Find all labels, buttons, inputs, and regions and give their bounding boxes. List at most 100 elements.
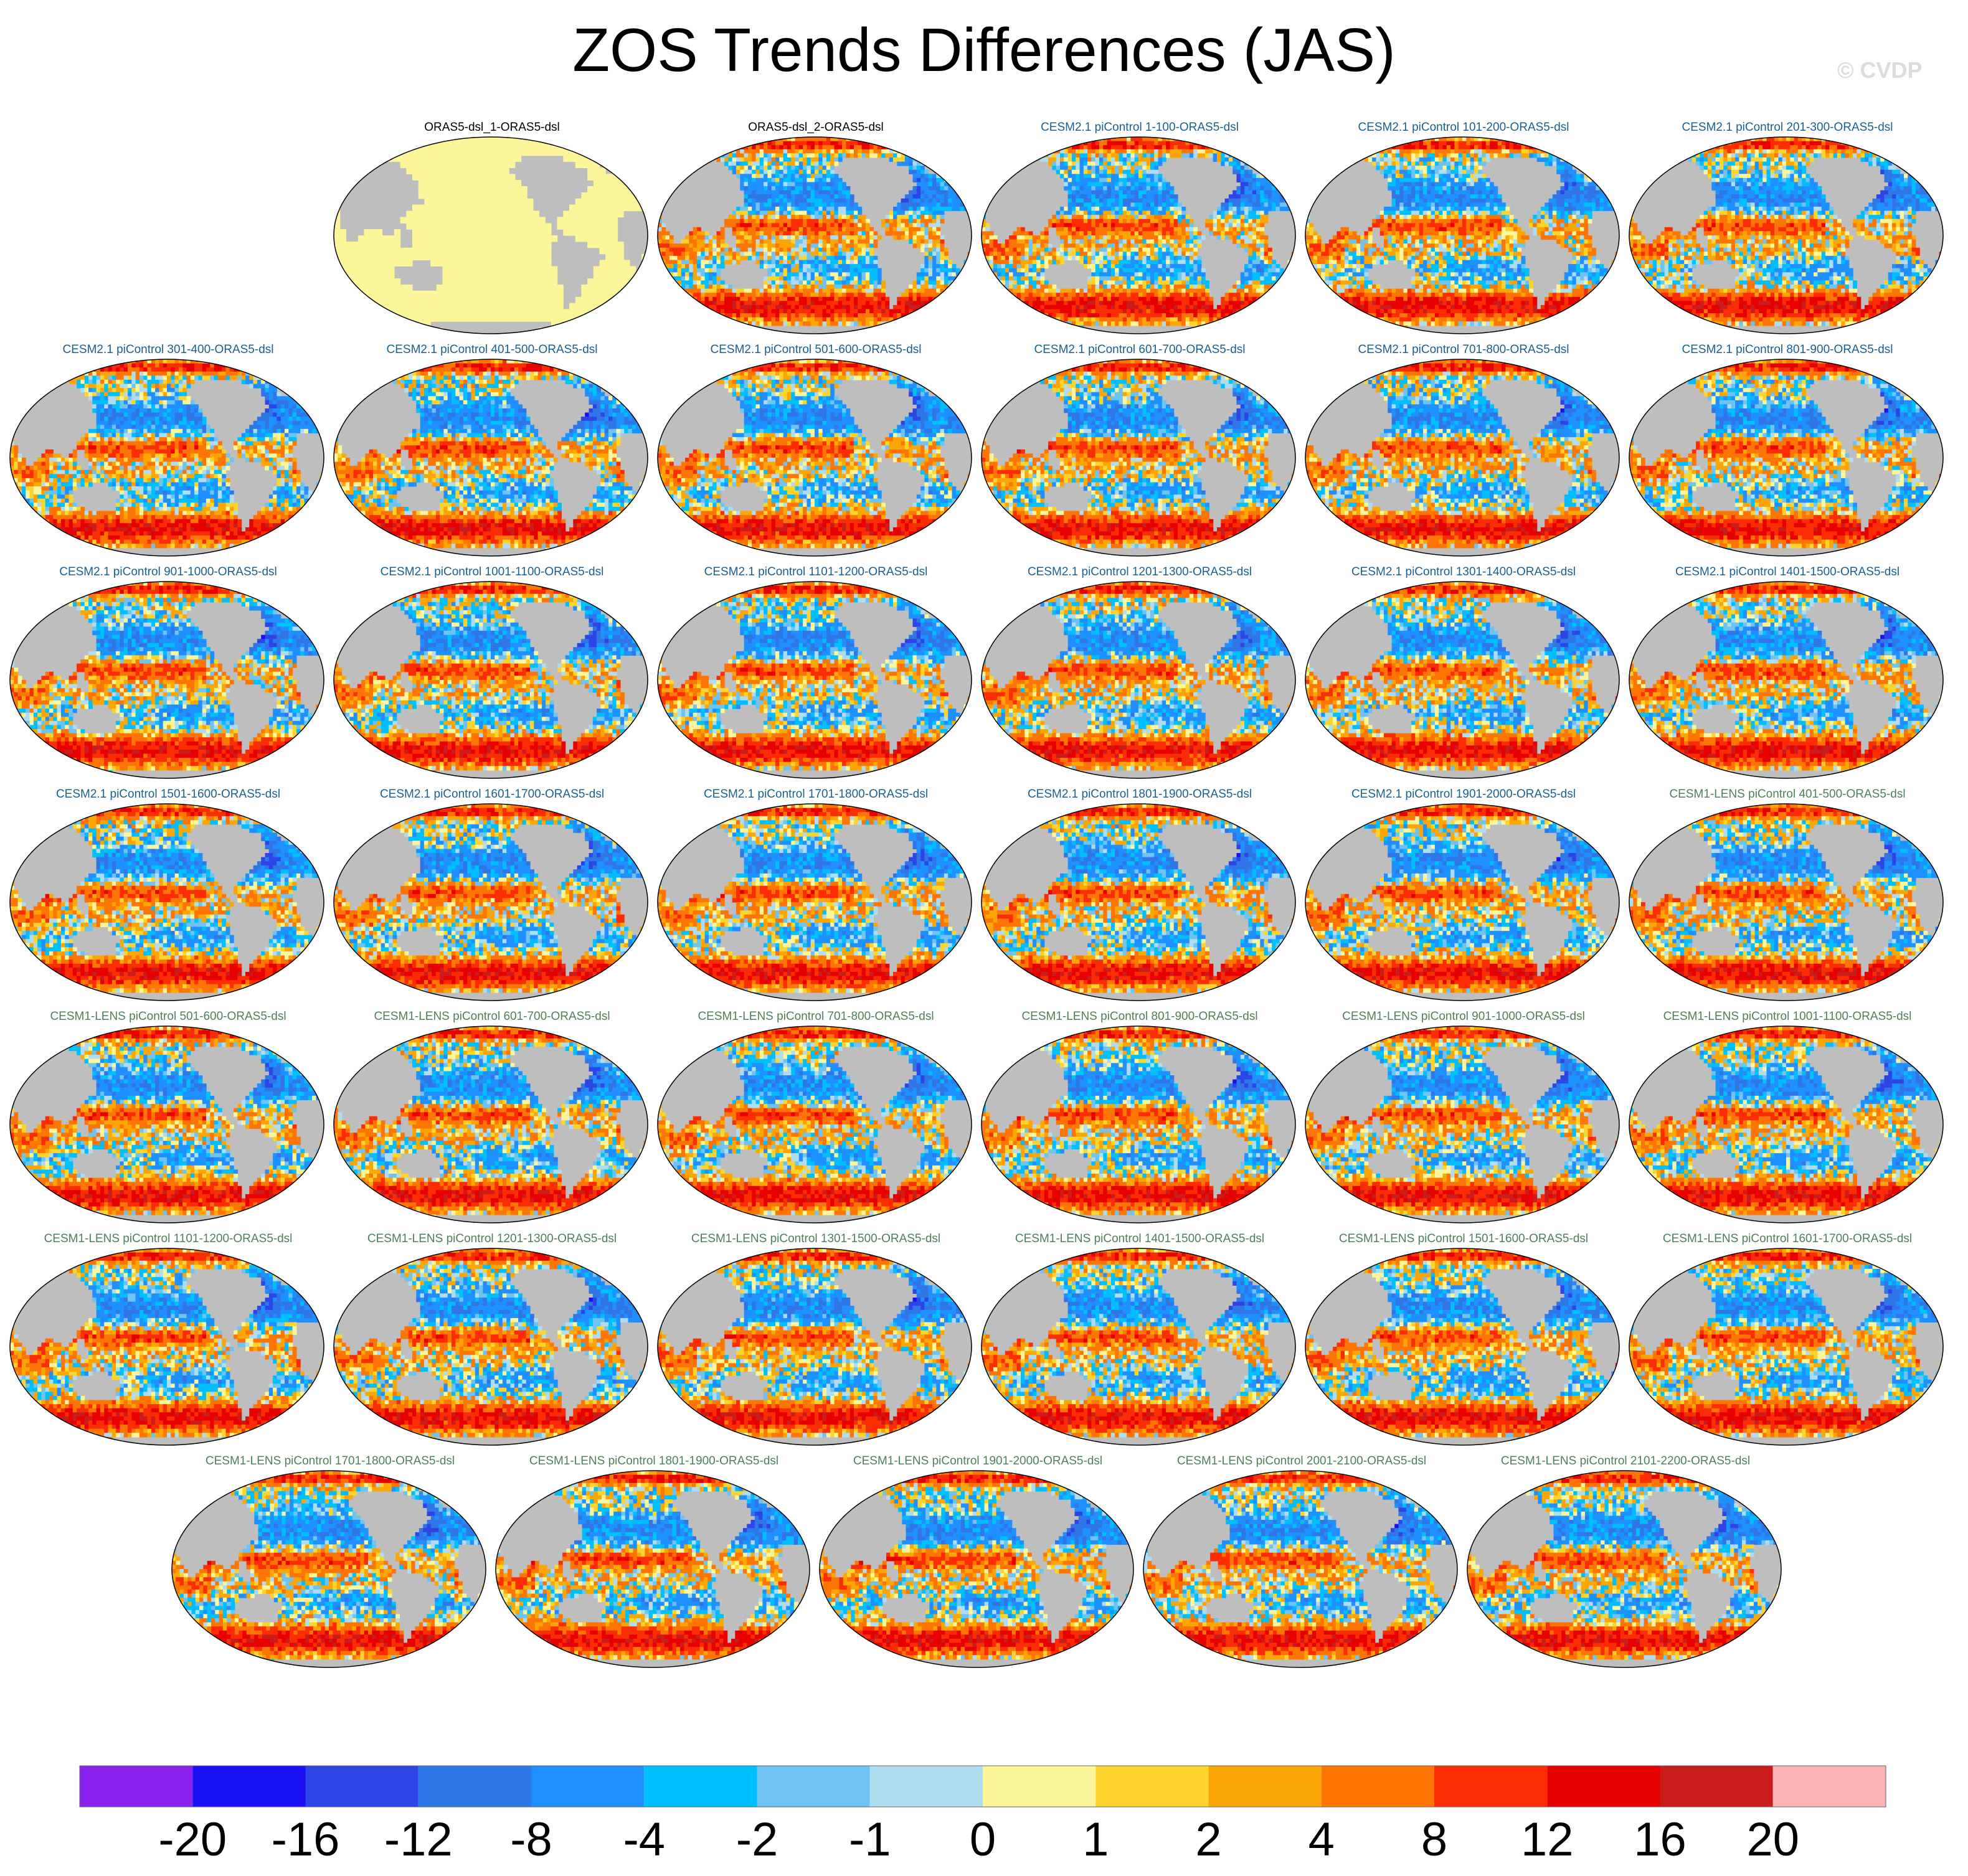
grid-cell [1095, 199, 1100, 203]
grid-cell [466, 291, 473, 298]
grid-cell [430, 309, 437, 316]
grid-cell [701, 240, 705, 244]
grid-cell [1076, 191, 1080, 195]
grid-cell [772, 231, 776, 235]
grid-cell [406, 248, 412, 255]
grid-cell [960, 158, 964, 162]
grid-cell [661, 137, 666, 141]
grid-cell [854, 309, 858, 314]
grid-cell [897, 301, 901, 305]
grid-cell [1068, 158, 1072, 162]
grid-cell [913, 240, 917, 244]
grid-cell [791, 153, 795, 158]
grid-cell [854, 268, 858, 273]
grid-cell [846, 268, 850, 273]
grid-cell [521, 315, 527, 322]
grid-cell [701, 231, 705, 235]
grid-cell [869, 256, 874, 260]
grid-cell [732, 211, 737, 215]
grid-cell [909, 191, 913, 195]
grid-cell [1080, 162, 1084, 166]
grid-cell [929, 211, 933, 215]
grid-cell [658, 280, 662, 285]
grid-cell [783, 264, 788, 268]
grid-cell [878, 293, 882, 297]
grid-cell [826, 202, 831, 207]
grid-cell [760, 223, 764, 227]
grid-cell [1119, 174, 1124, 178]
grid-cell [811, 191, 815, 195]
grid-cell [767, 215, 772, 219]
grid-cell [874, 256, 878, 260]
grid-cell [818, 182, 823, 186]
grid-cell [760, 207, 764, 211]
grid-cell [340, 229, 346, 236]
grid-cell [787, 182, 792, 186]
grid-cell [1080, 166, 1084, 170]
grid-cell [889, 215, 894, 219]
grid-cell [1099, 199, 1104, 203]
grid-cell [760, 145, 764, 149]
grid-cell [838, 276, 843, 281]
grid-cell [724, 285, 729, 289]
grid-cell [924, 276, 929, 281]
grid-cell [956, 162, 960, 166]
grid-cell [740, 248, 744, 252]
grid-cell [669, 326, 674, 330]
grid-cell [485, 291, 491, 298]
grid-cell [1138, 145, 1143, 149]
grid-cell [485, 143, 491, 150]
grid-cell [424, 180, 430, 187]
grid-cell [823, 268, 827, 273]
grid-cell [775, 252, 780, 256]
grid-cell [905, 137, 909, 141]
grid-cell [952, 194, 957, 199]
grid-cell [858, 145, 862, 149]
grid-cell [661, 227, 666, 232]
grid-cell [767, 186, 772, 191]
grid-cell [1115, 149, 1119, 154]
grid-cell [752, 178, 756, 182]
grid-cell [1135, 178, 1139, 182]
grid-cell [515, 242, 521, 248]
grid-cell [944, 268, 949, 273]
grid-cell [952, 305, 957, 309]
grid-cell [721, 293, 725, 297]
grid-cell [448, 291, 455, 298]
grid-cell [936, 280, 940, 285]
grid-cell [787, 280, 792, 285]
grid-cell [791, 248, 795, 252]
grid-cell [1147, 191, 1151, 195]
grid-cell [929, 219, 933, 224]
grid-cell [850, 305, 854, 309]
grid-cell [752, 211, 756, 215]
grid-cell [838, 272, 843, 276]
grid-cell [678, 321, 682, 326]
grid-cell [697, 260, 701, 265]
grid-cell [712, 264, 717, 268]
grid-cell [775, 227, 780, 232]
grid-cell [885, 141, 889, 146]
grid-cell [673, 301, 678, 305]
grid-cell [944, 276, 949, 281]
grid-cell [545, 328, 551, 334]
grid-cell [760, 149, 764, 154]
grid-cell [924, 182, 929, 186]
grid-cell [818, 178, 823, 182]
grid-cell [1099, 191, 1104, 195]
grid-cell [685, 272, 689, 276]
grid-cell [893, 235, 897, 240]
grid-cell [1060, 162, 1064, 166]
grid-cell [1142, 174, 1147, 178]
grid-cell [437, 309, 443, 316]
grid-cell [748, 240, 752, 244]
grid-cell [885, 329, 889, 334]
grid-cell [815, 194, 819, 199]
grid-cell [889, 227, 894, 232]
grid-cell [1256, 174, 1261, 178]
grid-cell [897, 202, 901, 207]
grid-cell [909, 194, 913, 199]
grid-cell [717, 301, 721, 305]
grid-cell [764, 211, 768, 215]
grid-cell [732, 252, 737, 256]
